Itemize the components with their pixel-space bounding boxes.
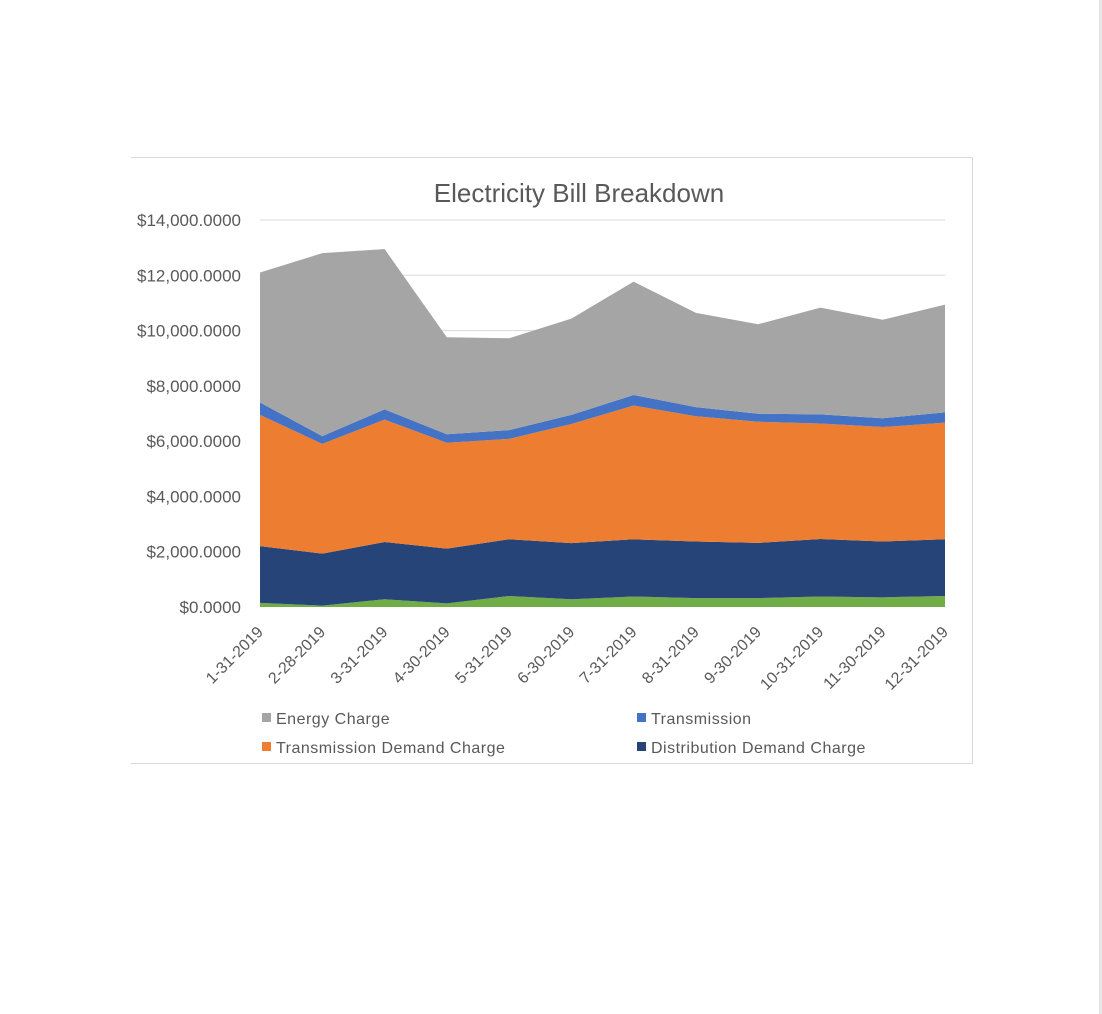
chart-frame-gap (128, 157, 131, 764)
area-transmission (260, 394, 945, 444)
area-transmission-demand-charge (260, 405, 945, 554)
legend-label-transmission-demand-charge: Transmission Demand Charge (276, 740, 505, 757)
legend: Energy Charge Transmission Transmission De… (262, 711, 866, 757)
x-tick-label: 2-28-2019 (265, 624, 329, 688)
x-tick-label: 12-31-2019 (882, 624, 952, 694)
y-tick-label: $14,000.0000 (137, 211, 241, 230)
y-tick-label: $4,000.0000 (146, 487, 241, 506)
legend-swatch-distribution-demand-charge (637, 742, 646, 751)
plot-area (260, 249, 945, 607)
x-tick-label: 7-31-2019 (577, 624, 641, 688)
x-tick-label: 4-30-2019 (390, 624, 454, 688)
y-tick-label: $6,000.0000 (146, 432, 241, 451)
x-tick-label: 6-30-2019 (515, 624, 579, 688)
legend-label-transmission: Transmission (651, 711, 752, 728)
legend-swatch-transmission-demand-charge (262, 742, 271, 751)
y-axis: $0.0000 $2,000.0000 $4,000.0000 $6,000.0000… (137, 211, 241, 617)
x-tick-label: 5-31-2019 (452, 624, 516, 688)
x-tick-label: 10-31-2019 (757, 624, 827, 694)
y-tick-label: $12,000.0000 (137, 266, 241, 285)
legend-label-distribution-demand-charge: Distribution Demand Charge (651, 740, 866, 757)
x-tick-label: 9-30-2019 (701, 624, 765, 688)
page-edge (1099, 0, 1102, 1014)
legend-label-energy-charge: Energy Charge (276, 711, 390, 728)
area-series-0 (260, 595, 945, 607)
y-tick-label: $2,000.0000 (146, 543, 241, 562)
y-tick-label: $0.0000 (180, 598, 241, 617)
x-tick-label: 8-31-2019 (639, 624, 703, 688)
x-tick-label: 11-30-2019 (821, 624, 890, 693)
x-axis: 1-31-20192-28-20193-31-20194-30-20195-31… (203, 624, 952, 694)
y-tick-label: $10,000.0000 (137, 322, 241, 341)
area-distribution-demand-charge (260, 538, 945, 606)
y-tick-label: $8,000.0000 (146, 377, 241, 396)
x-tick-label: 3-31-2019 (328, 624, 392, 688)
chart-title: Electricity Bill Breakdown (434, 178, 724, 208)
legend-swatch-energy-charge (262, 713, 271, 722)
legend-swatch-transmission (637, 713, 646, 722)
x-tick-label: 1-31-2019 (203, 624, 267, 688)
area-energy-charge (260, 249, 945, 437)
